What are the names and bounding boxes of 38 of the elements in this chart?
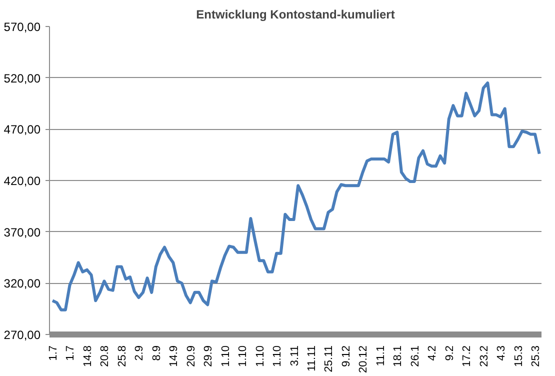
x-tick-label: 1.10 [220, 345, 232, 367]
x-tick-label: 23.2 [478, 345, 490, 367]
x-tick-label: 4.2 [426, 345, 439, 361]
x-tick-label: 17.2 [461, 345, 474, 367]
x-tick-label: 9.12 [340, 345, 352, 367]
x-tick-label: 1.7 [48, 345, 60, 361]
x-tick-label: 9.2 [444, 345, 456, 361]
y-tick-label: 470,00 [4, 122, 41, 137]
x-tick-label: 20.9 [185, 345, 198, 367]
x-tick-label: 11.1 [374, 346, 387, 366]
x-tick-label: 1.10 [254, 345, 266, 367]
y-tick-label: 370,00 [4, 225, 41, 240]
x-tick-label: 14.8 [82, 345, 94, 367]
x-tick-label: 25.3 [530, 345, 542, 367]
y-tick-label: 270,00 [4, 328, 41, 342]
y-tick-label: 520,00 [4, 71, 41, 86]
x-tick-label: 29.9 [202, 345, 215, 367]
x-tick-label: 25.8 [116, 345, 128, 367]
x-tick-label: 1.10 [272, 345, 284, 367]
x-tick-label: 26.1 [409, 345, 422, 367]
x-tick-label: 4.3 [496, 345, 508, 361]
x-tick-label: 11.11 [306, 345, 318, 372]
x-tick-label: 15.3 [512, 345, 525, 367]
x-tick-label: 2.9 [134, 345, 146, 361]
x-tick-label: 1.10 [237, 345, 250, 367]
x-tick-label: 20.12 [358, 345, 370, 374]
x-tick-label: 14.9 [168, 345, 180, 367]
y-tick-label: 320,00 [4, 276, 41, 291]
y-tick-label: 570,00 [4, 20, 41, 34]
x-tick-label: 20.8 [99, 345, 112, 367]
x-tick-label: 8.9 [150, 345, 163, 361]
y-tick-label: 420,00 [4, 174, 41, 188]
line-series [51, 81, 541, 312]
x-tick-label: 1.7 [64, 345, 77, 361]
x-tick-label: 25.11 [323, 345, 336, 372]
x-tick-label: 3.11 [288, 346, 301, 366]
x-tick-label: 18.1 [392, 345, 404, 367]
chart-title: Entwicklung Kontostand-kumuliert [196, 8, 395, 22]
